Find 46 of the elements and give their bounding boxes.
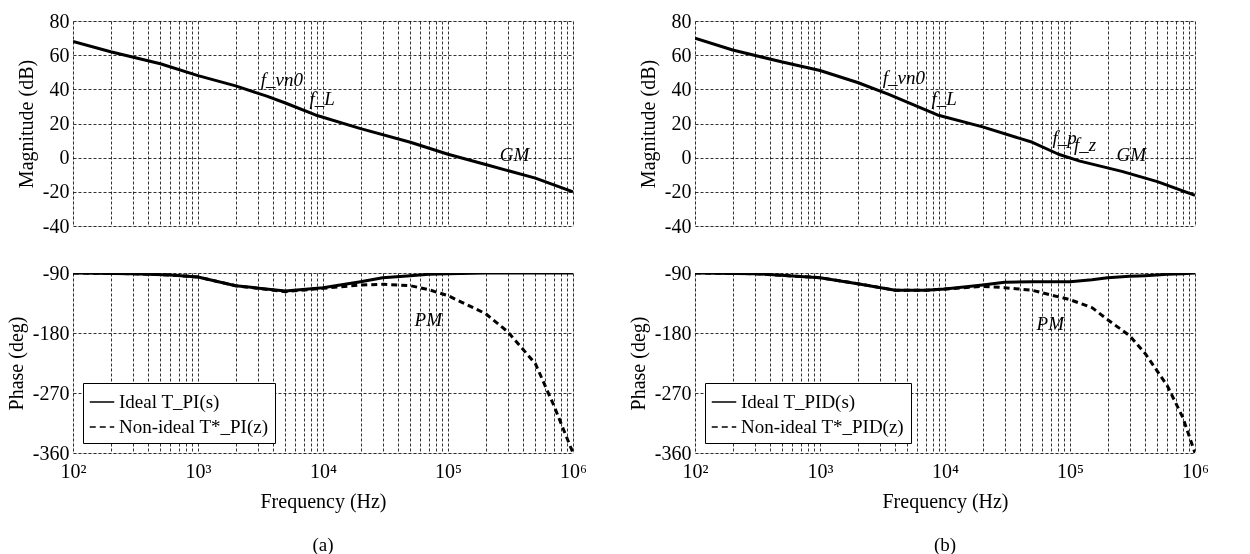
x-tick-label: 10⁶ — [1182, 459, 1210, 482]
y-tick-label: -20 — [664, 180, 692, 203]
y-tick-label: 20 — [49, 112, 70, 134]
y-tick-label: -90 — [42, 261, 70, 284]
y-tick-label: 40 — [671, 77, 692, 100]
x-axis-title: Frequency (Hz) — [260, 489, 387, 513]
annotation: PM — [1035, 312, 1066, 334]
y-tick-label: 60 — [671, 43, 692, 66]
y-axis-title: Magnitude (dB) — [636, 59, 660, 189]
annotation: GM — [1116, 144, 1148, 166]
y-axis-title: Magnitude (dB) — [14, 59, 38, 189]
x-tick-label: 10³ — [807, 459, 834, 482]
y-tick-label: -40 — [664, 214, 692, 237]
y-tick-label: -180 — [654, 321, 692, 344]
y-tick-label: -40 — [42, 214, 70, 237]
y-axis-title: Phase (deg) — [4, 316, 28, 411]
y-tick-label: 80 — [49, 9, 70, 32]
y-tick-label: -270 — [32, 381, 70, 404]
annotation: GM — [499, 144, 531, 166]
y-axis-title: Phase (deg) — [626, 316, 650, 411]
x-axis-title: Frequency (Hz) — [882, 489, 1009, 513]
x-tick-label: 10⁶ — [560, 459, 588, 482]
annotation: f_vn0 — [260, 69, 304, 91]
y-tick-label: -90 — [664, 261, 692, 284]
annotation: PM — [413, 308, 444, 330]
legend-label: Non-ideal T*_PI(z) — [119, 416, 268, 438]
y-tick-label: -180 — [32, 321, 70, 344]
x-tick-label: 10⁵ — [435, 459, 462, 482]
x-tick-label: 10⁴ — [310, 459, 338, 482]
annotation: f_L — [309, 87, 335, 109]
x-tick-label: 10⁵ — [1057, 459, 1084, 482]
y-tick-label: 40 — [49, 77, 70, 100]
legend-label: Ideal T_PID(s) — [741, 391, 856, 413]
legend-label: Non-ideal T*_PID(z) — [741, 416, 904, 438]
x-tick-label: 10⁴ — [932, 459, 960, 482]
annotation: f_vn0 — [882, 67, 926, 89]
y-tick-label: 0 — [59, 146, 70, 169]
y-tick-label: 80 — [671, 9, 692, 32]
x-tick-label: 10³ — [185, 459, 212, 482]
annotation: f_L — [931, 87, 957, 109]
y-tick-label: -20 — [42, 180, 70, 203]
y-tick-label: 20 — [671, 112, 692, 134]
legend-label: Ideal T_PI(s) — [119, 391, 220, 413]
y-tick-label: -270 — [654, 381, 692, 404]
y-tick-label: 60 — [49, 43, 70, 66]
y-tick-label: 0 — [681, 146, 692, 169]
